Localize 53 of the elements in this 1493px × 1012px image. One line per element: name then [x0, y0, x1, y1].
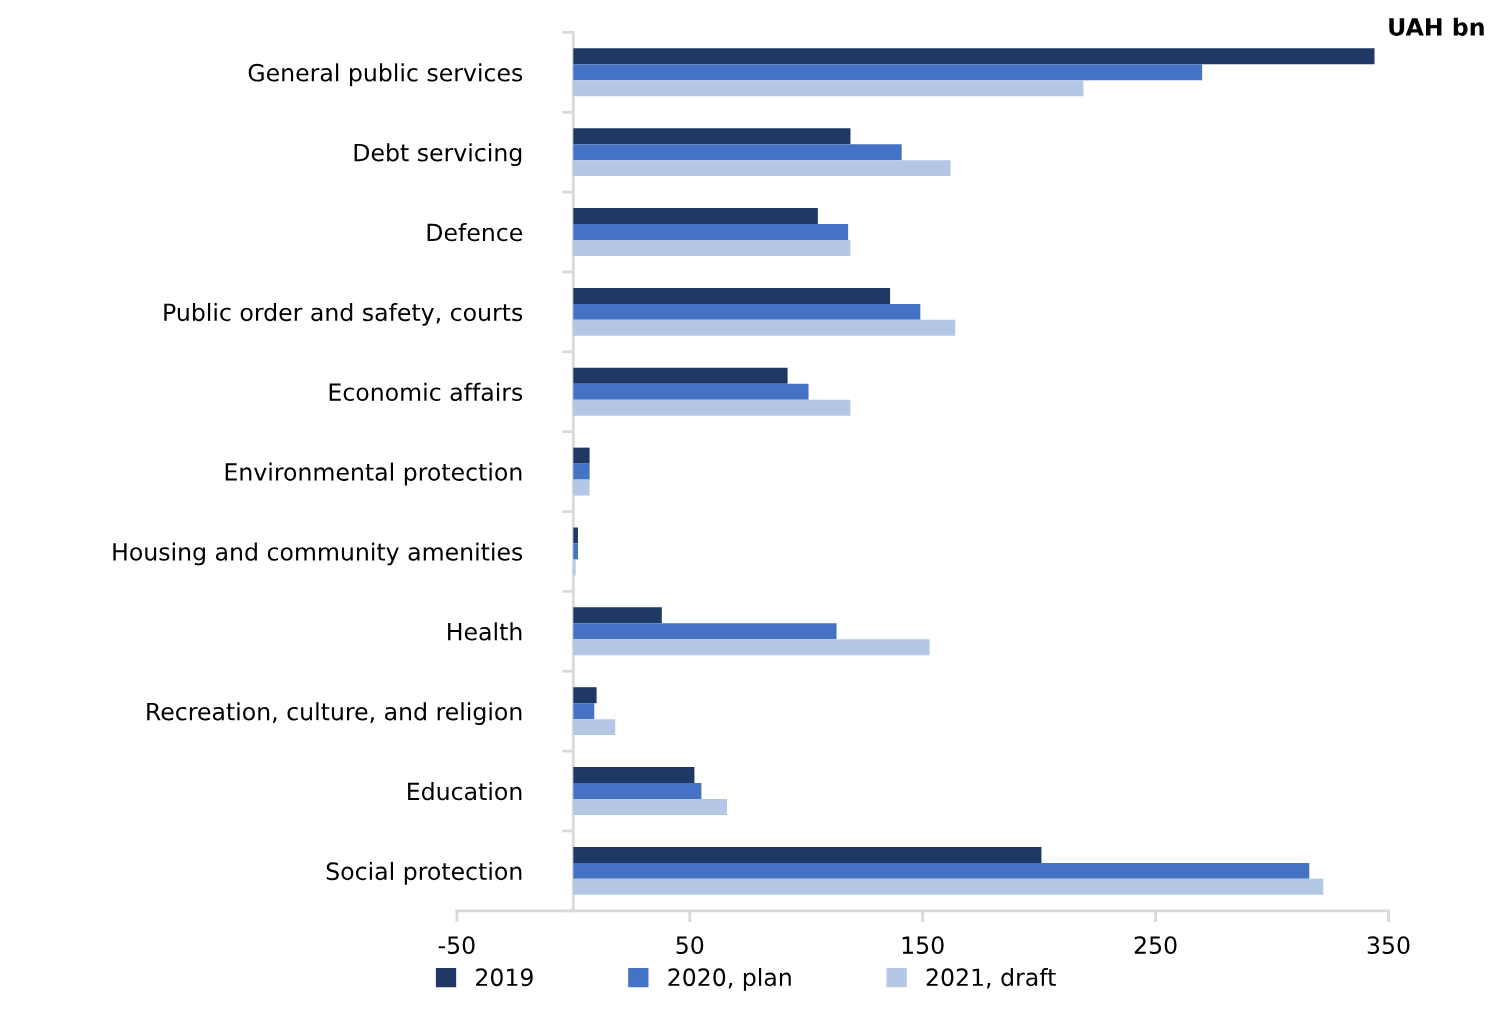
bar: [573, 799, 728, 815]
text: UAH bn: [1389, 17, 1484, 36]
bar: [573, 767, 695, 784]
bar: [573, 783, 702, 799]
bar: [573, 287, 891, 304]
bar: [573, 559, 576, 576]
bar: [573, 240, 851, 256]
bar: [573, 846, 1042, 863]
legend-label: 2020, plan: [668, 967, 791, 991]
bar: [573, 367, 788, 384]
bar: [573, 687, 597, 704]
x-tick-label: 150: [902, 936, 944, 955]
bar: [573, 144, 902, 161]
y-tick-label: Environmental protection: [225, 462, 522, 486]
y-tick-label: Debt servicing: [354, 143, 522, 167]
bar: [573, 862, 1310, 879]
x-tick-label: 50: [676, 936, 704, 955]
bar: [573, 303, 921, 320]
bar: [573, 479, 590, 496]
bar: [573, 128, 851, 145]
legend-label: 2021, draft: [926, 967, 1056, 989]
x-tick-label: -50: [438, 936, 475, 955]
y-tick-label: Health: [448, 622, 522, 641]
bar: [573, 383, 809, 400]
bar: [573, 463, 590, 480]
bar: [573, 48, 1375, 65]
bar: [573, 639, 930, 656]
legend-label: 2019: [476, 968, 533, 987]
x-tick-label: 350: [1367, 936, 1410, 955]
bar: [573, 160, 951, 177]
y-tick-label: Public order and safety, courts: [164, 302, 523, 326]
y-tick-label: Housing and community amenities: [113, 542, 523, 566]
y-tick-label: General public services: [248, 63, 523, 87]
bar: [573, 623, 837, 640]
bar: [573, 719, 616, 736]
bar: [573, 224, 849, 241]
y-tick-label: Social protection: [326, 861, 522, 885]
y-tick-label: Recreation, culture, and religion: [147, 702, 522, 726]
bar: [573, 399, 851, 416]
bar: [573, 527, 578, 544]
bar: [573, 208, 818, 225]
y-tick-label: Economic affairs: [329, 382, 523, 402]
bar: [573, 80, 1084, 97]
y-tick-label: Defence: [427, 223, 523, 242]
x-tick-label: 250: [1134, 936, 1177, 955]
y-tick-label: Education: [408, 782, 522, 801]
bar: [573, 447, 590, 464]
bar: [573, 319, 956, 336]
bar: [573, 543, 578, 560]
bar: [573, 64, 1203, 81]
bar: [573, 703, 595, 720]
bar: [573, 607, 662, 624]
bar: [573, 878, 1324, 895]
